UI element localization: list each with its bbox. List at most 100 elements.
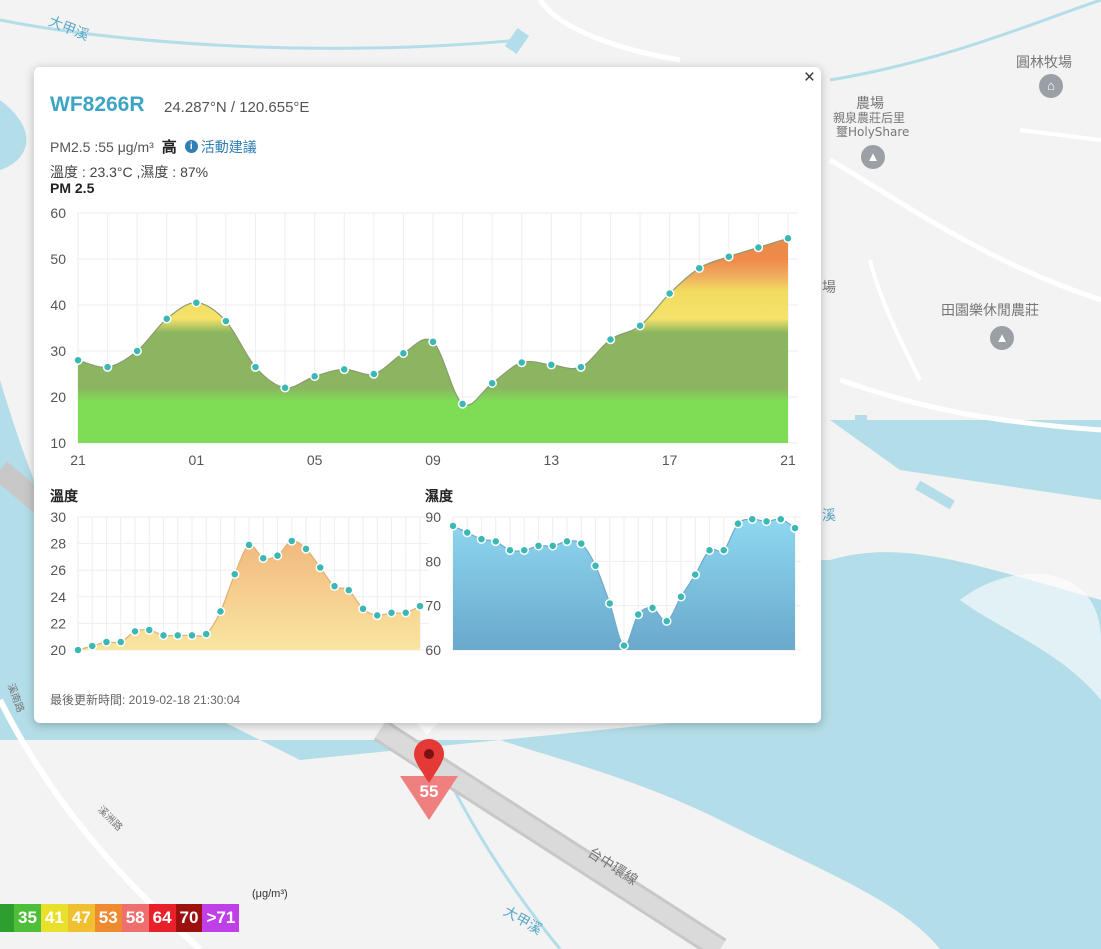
data-point[interactable] — [250, 362, 261, 372]
advice-link[interactable]: i 活動建議 — [184, 137, 257, 157]
map-label-poi[interactable]: 璽HolyShare — [836, 125, 910, 139]
data-point[interactable] — [790, 523, 800, 533]
museum-icon[interactable]: ⌂ — [1039, 74, 1063, 98]
data-point[interactable] — [272, 550, 283, 561]
data-point[interactable] — [372, 610, 382, 621]
marker-triangle[interactable] — [400, 776, 458, 820]
data-point[interactable] — [761, 516, 772, 527]
data-point[interactable] — [664, 288, 675, 299]
data-point[interactable] — [605, 334, 616, 345]
close-button[interactable]: × — [803, 67, 815, 88]
data-point[interactable] — [144, 625, 154, 635]
data-point[interactable] — [309, 371, 320, 382]
data-point[interactable] — [517, 357, 527, 368]
data-point[interactable] — [719, 545, 729, 555]
data-point[interactable] — [358, 604, 368, 614]
popup-tip — [416, 723, 438, 735]
humidity-chart[interactable]: 60 70 80 90 — [414, 507, 801, 657]
data-point[interactable] — [130, 626, 140, 637]
data-point[interactable] — [73, 645, 83, 655]
station-popup: × WF8266R 24.287°N / 120.655°E PM2.5 :55… — [34, 67, 821, 723]
data-point[interactable] — [73, 355, 83, 365]
data-point[interactable] — [415, 601, 425, 611]
data-point[interactable] — [87, 641, 97, 651]
campground-icon[interactable]: ▲ — [990, 326, 1014, 350]
data-point[interactable] — [101, 637, 112, 647]
data-point[interactable] — [690, 569, 700, 580]
data-point[interactable] — [576, 362, 586, 372]
data-point[interactable] — [753, 242, 764, 253]
map-label-poi[interactable]: 田園樂休閒農莊 — [941, 303, 1039, 319]
data-point[interactable] — [694, 263, 704, 273]
y-tick-label: 30 — [50, 343, 66, 359]
data-point[interactable] — [457, 399, 468, 409]
y-tick-label: 60 — [425, 642, 441, 657]
data-point[interactable] — [191, 297, 202, 308]
data-point[interactable] — [724, 251, 734, 262]
data-point[interactable] — [215, 606, 226, 617]
map-pin-icon[interactable] — [414, 739, 444, 783]
data-point[interactable] — [258, 553, 268, 563]
data-point[interactable] — [633, 609, 643, 620]
data-point[interactable] — [244, 540, 254, 550]
data-point[interactable] — [635, 320, 645, 331]
data-point[interactable] — [647, 603, 658, 613]
data-point[interactable] — [162, 314, 172, 324]
campground-icon[interactable]: ▲ — [861, 145, 885, 169]
data-point[interactable] — [187, 630, 197, 641]
data-point[interactable] — [339, 364, 349, 375]
data-point[interactable] — [619, 640, 629, 651]
data-point[interactable] — [158, 630, 169, 641]
pm25-chart[interactable]: 10 20 30 40 50 60 21 01 05 09 13 17 21 — [34, 205, 821, 475]
river-water — [960, 573, 1101, 700]
advice-label[interactable]: 活動建議 — [200, 138, 257, 155]
data-point[interactable] — [487, 378, 497, 388]
map-label-poi: 農場 — [856, 96, 884, 112]
data-point[interactable] — [369, 369, 379, 379]
data-point[interactable] — [386, 608, 397, 618]
data-point[interactable] — [173, 630, 183, 641]
data-point[interactable] — [280, 383, 290, 393]
data-point[interactable] — [287, 536, 297, 546]
data-point[interactable] — [132, 346, 142, 356]
map-label-poi[interactable]: 親泉農莊后里 — [833, 111, 906, 125]
data-point[interactable] — [448, 521, 458, 531]
data-point[interactable] — [476, 534, 487, 544]
data-point[interactable] — [315, 562, 325, 573]
data-point[interactable] — [230, 569, 240, 579]
data-point[interactable] — [301, 544, 311, 554]
data-point[interactable] — [116, 637, 126, 647]
data-point[interactable] — [548, 541, 558, 551]
data-point[interactable] — [662, 616, 672, 626]
data-point[interactable] — [329, 581, 340, 591]
data-point[interactable] — [733, 518, 743, 529]
data-point[interactable] — [704, 545, 715, 555]
data-point[interactable] — [783, 233, 793, 244]
data-point[interactable] — [401, 608, 411, 618]
data-point[interactable] — [428, 337, 438, 347]
data-point[interactable] — [676, 592, 686, 602]
data-point[interactable] — [491, 536, 501, 547]
map-label-poi[interactable]: 圓林牧場 — [1016, 55, 1072, 71]
data-point[interactable] — [546, 360, 557, 370]
data-point[interactable] — [562, 536, 572, 547]
data-point[interactable] — [344, 585, 354, 595]
temperature-chart[interactable]: 20 22 24 26 28 30 — [34, 507, 429, 657]
data-point[interactable] — [576, 538, 586, 549]
data-point[interactable] — [519, 545, 529, 555]
info-icon[interactable]: i — [184, 140, 198, 153]
data-point[interactable] — [776, 514, 786, 524]
data-point[interactable] — [201, 629, 211, 639]
data-point[interactable] — [590, 561, 601, 571]
y-tick-label: 50 — [50, 251, 66, 267]
data-point[interactable] — [102, 362, 113, 372]
data-point[interactable] — [505, 545, 515, 555]
last-updated: 最後更新時間: 2019-02-18 21:30:04 — [50, 693, 241, 707]
data-point[interactable] — [533, 541, 544, 551]
data-point[interactable] — [462, 527, 472, 538]
data-point[interactable] — [398, 348, 409, 359]
data-point[interactable] — [747, 514, 757, 524]
data-point[interactable] — [605, 598, 615, 609]
data-point[interactable] — [221, 316, 231, 326]
station-marker[interactable]: 55 — [400, 738, 458, 822]
